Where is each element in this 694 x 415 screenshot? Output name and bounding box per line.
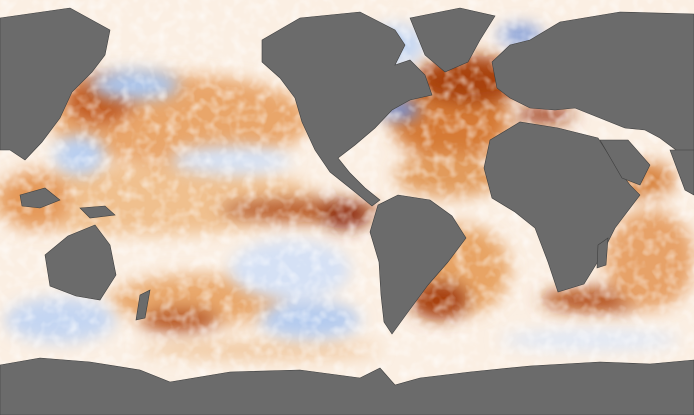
south-america	[369, 194, 467, 335]
greenland	[409, 7, 496, 73]
india	[669, 149, 694, 196]
north-america	[261, 11, 433, 207]
eurasia-west	[0, 7, 111, 161]
southeast-asia-islands	[19, 187, 61, 209]
antarctica	[0, 357, 694, 415]
land	[0, 7, 694, 415]
arabia	[599, 139, 651, 186]
australia	[44, 224, 117, 301]
new-zealand	[135, 289, 151, 321]
eurasia-east	[491, 11, 694, 171]
madagascar	[596, 237, 609, 269]
new-guinea	[79, 205, 116, 219]
